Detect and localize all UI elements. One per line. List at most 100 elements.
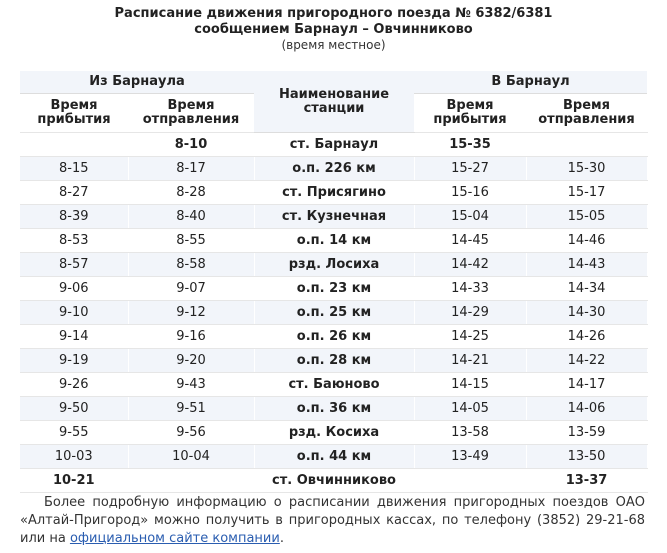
- page-title: Расписание движения пригородного поезда …: [0, 6, 667, 38]
- table-row: 10-03 10-04 о.п. 44 км 13-49 13-50: [20, 444, 648, 469]
- cell-to-departure: 14-22: [526, 348, 648, 373]
- cell-station: ст. Барнаул: [254, 132, 415, 157]
- cell-from-departure: 9-12: [128, 300, 255, 325]
- group-header-to: В Барнаул: [414, 71, 648, 94]
- table-row: 8-10 ст. Барнаул 15-35: [20, 132, 648, 157]
- cell-to-arrival: 15-04: [414, 204, 527, 229]
- cell-from-arrival: 9-50: [20, 396, 129, 421]
- cell-station: о.п. 26 км: [254, 324, 415, 349]
- cell-to-departure: 14-06: [526, 396, 648, 421]
- cell-from-arrival: 8-27: [20, 180, 129, 205]
- table-row: 8-39 8-40 ст. Кузнечная 15-04 15-05: [20, 204, 648, 229]
- cell-from-departure: 9-16: [128, 324, 255, 349]
- cell-to-departure: 14-26: [526, 324, 648, 349]
- cell-from-departure: 8-40: [128, 204, 255, 229]
- table-row: 9-19 9-20 о.п. 28 км 14-21 14-22: [20, 348, 648, 373]
- cell-to-arrival: [414, 468, 527, 493]
- cell-to-departure: 15-05: [526, 204, 648, 229]
- cell-station: рзд. Косиха: [254, 420, 415, 445]
- cell-from-departure: 9-07: [128, 276, 255, 301]
- column-header-to-arrival: Время прибытия: [414, 93, 526, 133]
- cell-to-departure: [526, 132, 648, 157]
- cell-to-arrival: 14-15: [414, 372, 527, 397]
- cell-from-arrival: 9-26: [20, 372, 129, 397]
- cell-to-arrival: 14-42: [414, 252, 527, 277]
- cell-from-departure: 10-04: [128, 444, 255, 469]
- schedule-table: Из Барнаула Наименование станции В Барна…: [20, 71, 648, 493]
- table-row: 9-50 9-51 о.п. 36 км 14-05 14-06: [20, 396, 648, 421]
- cell-to-arrival: 14-05: [414, 396, 527, 421]
- cell-station: ст. Кузнечная: [254, 204, 415, 229]
- footer-end: .: [279, 531, 284, 546]
- cell-to-arrival: 15-27: [414, 156, 527, 181]
- cell-from-arrival: 9-06: [20, 276, 129, 301]
- cell-to-arrival: 14-25: [414, 324, 527, 349]
- table-row: 8-57 8-58 рзд. Лосиха 14-42 14-43: [20, 252, 648, 277]
- title-line-1: Расписание движения пригородного поезда …: [114, 6, 553, 21]
- footer-note: Более подробную информацию о расписании …: [20, 494, 645, 548]
- cell-from-departure: 9-51: [128, 396, 255, 421]
- column-header-to-departure: Время отправления: [526, 93, 648, 133]
- cell-station: о.п. 44 км: [254, 444, 415, 469]
- cell-from-arrival: 9-14: [20, 324, 129, 349]
- cell-to-arrival: 14-29: [414, 300, 527, 325]
- cell-to-departure: 13-50: [526, 444, 648, 469]
- cell-to-arrival: 15-35: [414, 132, 527, 157]
- cell-station: ст. Присягино: [254, 180, 415, 205]
- cell-to-arrival: 14-21: [414, 348, 527, 373]
- table-row: 9-06 9-07 о.п. 23 км 14-33 14-34: [20, 276, 648, 301]
- column-header-from-arrival: Время прибытия: [20, 93, 128, 133]
- table-row: 9-55 9-56 рзд. Косиха 13-58 13-59: [20, 420, 648, 445]
- table-row: 8-15 8-17 о.п. 226 км 15-27 15-30: [20, 156, 648, 181]
- cell-from-arrival: [20, 132, 129, 157]
- cell-from-arrival: 9-10: [20, 300, 129, 325]
- cell-station: о.п. 28 км: [254, 348, 415, 373]
- cell-from-departure: 8-58: [128, 252, 255, 277]
- cell-from-arrival: 8-53: [20, 228, 129, 253]
- table-row: 9-26 9-43 ст. Баюново 14-15 14-17: [20, 372, 648, 397]
- cell-from-arrival: 9-55: [20, 420, 129, 445]
- cell-to-departure: 15-30: [526, 156, 648, 181]
- cell-from-arrival: 8-15: [20, 156, 129, 181]
- cell-to-arrival: 14-45: [414, 228, 527, 253]
- cell-to-departure: 13-59: [526, 420, 648, 445]
- cell-to-departure: 13-37: [526, 468, 648, 493]
- cell-station: ст. Баюново: [254, 372, 415, 397]
- group-header-from: Из Барнаула: [20, 71, 254, 94]
- cell-to-departure: 14-34: [526, 276, 648, 301]
- cell-from-arrival: 8-39: [20, 204, 129, 229]
- title-line-2: сообщением Барнаул – Овчинниково: [194, 22, 473, 37]
- table-row: 8-27 8-28 ст. Присягино 15-16 15-17: [20, 180, 648, 205]
- cell-to-departure: 14-30: [526, 300, 648, 325]
- column-header-station: Наименование станции: [254, 71, 414, 133]
- cell-to-departure: 14-46: [526, 228, 648, 253]
- cell-from-departure: 8-28: [128, 180, 255, 205]
- table-row: 10-21 ст. Овчинниково 13-37: [20, 468, 648, 493]
- cell-to-arrival: 15-16: [414, 180, 527, 205]
- cell-to-arrival: 13-49: [414, 444, 527, 469]
- cell-from-departure: 8-10: [128, 132, 255, 157]
- cell-station: о.п. 36 км: [254, 396, 415, 421]
- table-row: 9-10 9-12 о.п. 25 км 14-29 14-30: [20, 300, 648, 325]
- cell-from-departure: 8-17: [128, 156, 255, 181]
- cell-from-arrival: 9-19: [20, 348, 129, 373]
- cell-from-departure: 9-20: [128, 348, 255, 373]
- table-row: 8-53 8-55 о.п. 14 км 14-45 14-46: [20, 228, 648, 253]
- cell-station: рзд. Лосиха: [254, 252, 415, 277]
- company-website-link[interactable]: официальном сайте компании: [69, 531, 280, 546]
- cell-station: о.п. 14 км: [254, 228, 415, 253]
- table-row: 9-14 9-16 о.п. 26 км 14-25 14-26: [20, 324, 648, 349]
- cell-from-departure: 8-55: [128, 228, 255, 253]
- cell-to-departure: 15-17: [526, 180, 648, 205]
- cell-from-arrival: 10-21: [20, 468, 129, 493]
- cell-to-arrival: 13-58: [414, 420, 527, 445]
- cell-station: ст. Овчинниково: [254, 468, 415, 493]
- cell-station: о.п. 226 км: [254, 156, 415, 181]
- cell-from-departure: 9-56: [128, 420, 255, 445]
- cell-from-departure: [128, 468, 255, 493]
- cell-to-departure: 14-17: [526, 372, 648, 397]
- cell-from-arrival: 8-57: [20, 252, 129, 277]
- cell-to-departure: 14-43: [526, 252, 648, 277]
- schedule-rows: 8-10 ст. Барнаул 15-35 8-15 8-17 о.п. 226 км 1…: [20, 132, 648, 493]
